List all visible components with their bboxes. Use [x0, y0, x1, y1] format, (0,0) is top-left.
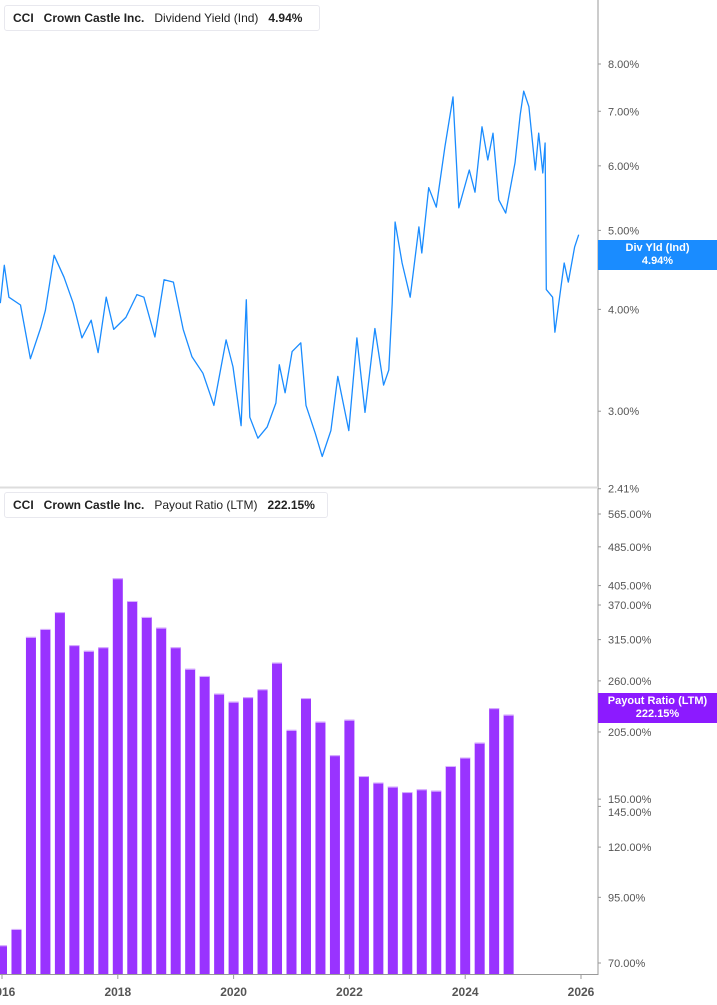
x-tick-label: 2018 [104, 985, 131, 999]
legend-company: Crown Castle Inc. [43, 11, 145, 25]
y-tick-label: 145.00% [608, 807, 652, 819]
payout-bar [243, 697, 254, 974]
legend-metric: Payout Ratio (LTM) [154, 498, 258, 512]
legend-company: Crown Castle Inc. [43, 498, 145, 512]
tag-value: 4.94% [641, 255, 674, 267]
payout-bar [98, 647, 109, 974]
yield-value-tag: Div Yld (Ind) 4.94% [598, 240, 717, 270]
y-tick-label: 3.00% [608, 406, 639, 418]
y-tick-label: 485.00% [608, 542, 652, 554]
payout-value-tag: Payout Ratio (LTM) 222.15% [598, 693, 717, 723]
y-tick-label: 6.00% [608, 161, 639, 173]
payout-bar [344, 719, 355, 974]
payout-bar [373, 782, 384, 974]
payout-bar [185, 668, 196, 974]
payout-bar [489, 708, 500, 974]
y-tick-label: 2.41% [608, 484, 639, 496]
payout-bar [112, 578, 123, 974]
payout-bar [358, 776, 369, 974]
legend-ticker: CCI [13, 498, 34, 512]
payout-bar [257, 689, 268, 974]
payout-bar [300, 698, 311, 974]
top-legend: CCI Crown Castle Inc. Dividend Yield (In… [4, 5, 320, 31]
y-tick-label: 7.00% [608, 106, 639, 118]
tag-label: Div Yld (Ind) [625, 242, 690, 254]
y-tick-label: 150.00% [608, 794, 652, 806]
y-tick-label: 205.00% [608, 727, 652, 739]
payout-bar [416, 789, 427, 974]
x-tick-label: 2026 [568, 985, 595, 999]
y-tick-label: 8.00% [608, 59, 639, 71]
payout-bar [141, 616, 152, 974]
payout-bar [40, 628, 51, 974]
payout-bar [54, 612, 65, 974]
payout-bar [127, 600, 138, 974]
y-tick-label: 405.00% [608, 581, 652, 593]
payout-bar [387, 786, 398, 974]
payout-bar [83, 650, 94, 974]
y-tick-label: 370.00% [608, 600, 652, 612]
legend-metric: Dividend Yield (Ind) [154, 11, 259, 25]
x-tick-label: 2020 [220, 985, 247, 999]
y-tick-label: 4.00% [608, 304, 639, 316]
payout-bar [69, 645, 80, 974]
y-tick-label: 5.00% [608, 225, 639, 237]
tag-value: 222.15% [635, 708, 680, 720]
payout-bar [11, 928, 22, 974]
legend-ticker: CCI [13, 11, 34, 25]
payout-bar [272, 662, 283, 974]
payout-bar [199, 675, 210, 974]
payout-bar [402, 792, 413, 974]
y-tick-label: 95.00% [608, 892, 646, 904]
y-tick-label: 260.00% [608, 676, 652, 688]
payout-bar [460, 757, 471, 974]
payout-bar [445, 765, 456, 974]
x-tick-label: 2024 [452, 985, 479, 999]
y-tick-label: 120.00% [608, 842, 652, 854]
payout-bar [329, 755, 340, 974]
tag-label: Payout Ratio (LTM) [607, 695, 708, 707]
y-tick-label: 315.00% [608, 635, 652, 647]
y-tick-label: 565.00% [608, 509, 652, 521]
x-tick-label: 2022 [336, 985, 363, 999]
dividend-yield-line [0, 90, 580, 458]
payout-bar [431, 790, 442, 974]
payout-bar [0, 945, 7, 974]
x-tick-label: 2016 [0, 985, 16, 999]
payout-bar [25, 636, 36, 974]
bottom-legend: CCI Crown Castle Inc. Payout Ratio (LTM)… [4, 492, 328, 518]
payout-bar [474, 742, 485, 974]
payout-bar [228, 701, 239, 974]
payout-bar [503, 714, 514, 974]
y-tick-label: 70.00% [608, 958, 646, 970]
payout-bar [156, 627, 167, 974]
legend-value: 4.94% [268, 11, 303, 25]
payout-bar [315, 721, 326, 974]
legend-value: 222.15% [267, 498, 315, 512]
payout-bar [214, 693, 225, 974]
payout-bar [286, 729, 297, 974]
payout-bar [170, 647, 181, 974]
